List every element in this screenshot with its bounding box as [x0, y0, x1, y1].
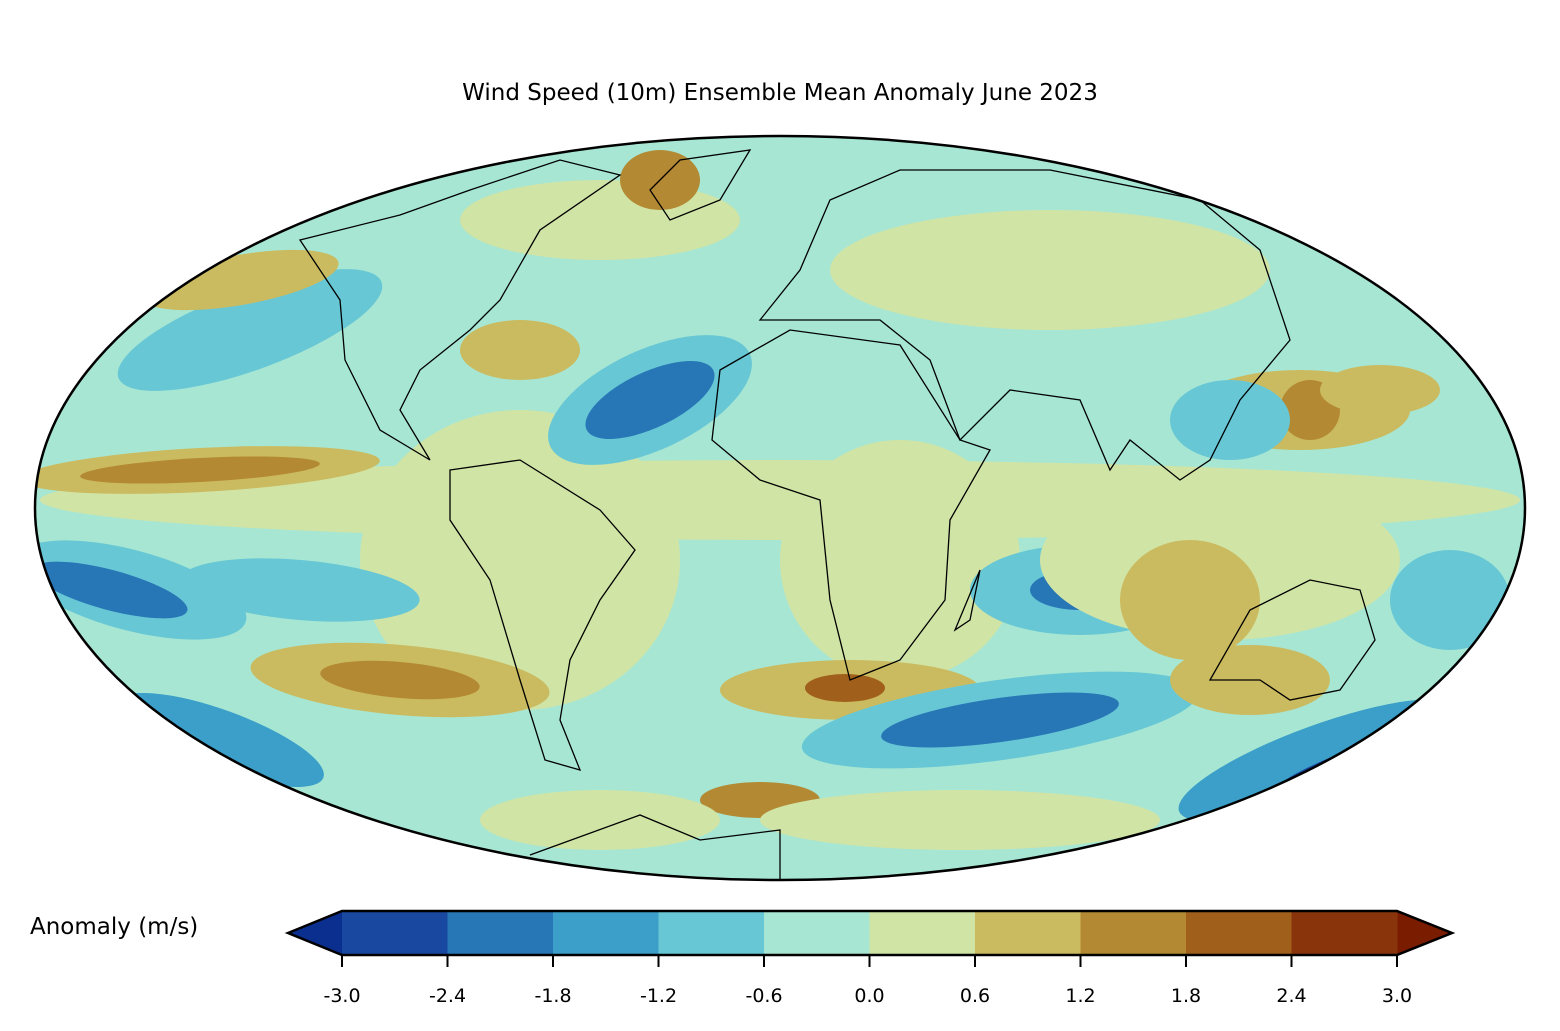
coastline-madagascar: [953, 569, 981, 632]
colorbar-tick-label: -1.8: [534, 985, 572, 1007]
anomaly-contour: [117, 269, 383, 391]
colorbar-segment: [553, 911, 659, 955]
colorbar-tick-label: 3.0: [1381, 985, 1413, 1007]
anomaly-contour: [360, 410, 680, 710]
colorbar-label: Anomaly (m/s): [30, 914, 199, 940]
anomaly-contour: [460, 320, 580, 380]
coastline-north-america: [298, 159, 622, 461]
anomaly-contour: [460, 180, 740, 260]
anomaly-contour: [805, 674, 885, 702]
colorbar-tick-label: -0.6: [745, 985, 783, 1007]
colorbar-tick-label: -1.2: [639, 985, 678, 1007]
colorbar-segment: [1080, 911, 1187, 955]
colorbar-under-extension: [288, 911, 342, 955]
colorbar-over-extension: [1397, 911, 1452, 955]
anomaly-contour: [780, 440, 1020, 680]
anomaly-contour: [480, 790, 720, 850]
anomaly-contour: [116, 692, 324, 788]
colorbar-segment: [1291, 911, 1398, 955]
coastline-eurasia: [758, 169, 1291, 481]
colorbar-tick-label: -3.0: [323, 985, 361, 1007]
coastline-australia: [1208, 579, 1376, 701]
colorbar-tick-label: -2.4: [428, 985, 467, 1007]
colorbar-segment: [869, 911, 976, 955]
anomaly-contour: [760, 790, 1160, 850]
anomaly-contour: [1320, 365, 1440, 415]
map-title: Wind Speed (10m) Ensemble Mean Anomaly J…: [462, 80, 1098, 106]
anomaly-contour: [881, 692, 1119, 748]
anomaly-contour: [141, 249, 339, 311]
colorbar-segment: [975, 911, 1081, 955]
colorbar-tick-label: 2.4: [1276, 985, 1307, 1007]
colorbar-segment: [1186, 911, 1292, 955]
anomaly-contour: [35, 561, 188, 619]
coastline-greenland: [649, 149, 752, 221]
coastlines: [298, 149, 1376, 880]
colorbar-segment: [342, 911, 448, 955]
coastline-south-america: [449, 459, 636, 771]
map-boundary: [33, 134, 1527, 882]
colorbar: [284, 909, 1456, 967]
coastline-africa: [711, 329, 991, 681]
anomaly-field: [35, 136, 1525, 880]
anomaly-contour: [1120, 540, 1260, 660]
colorbar-segment: [764, 911, 870, 955]
anomaly-contour: [180, 558, 420, 622]
anomaly-contour: [585, 361, 715, 439]
anomaly-contour: [830, 210, 1270, 330]
colorbar-tick-label: 1.2: [1065, 985, 1096, 1007]
anomaly-contour: [1390, 550, 1510, 650]
colorbar-segment: [447, 911, 554, 955]
coastline-antarctica: [529, 814, 781, 880]
colorbar-segment: [658, 911, 765, 955]
colorbar-tick-label: 1.8: [1170, 985, 1202, 1007]
colorbar-tick-label: 0.6: [959, 985, 991, 1007]
anomaly-contour: [320, 660, 480, 700]
anomaly-contour: [80, 456, 320, 484]
colorbar-tick-label: 0.0: [854, 985, 885, 1007]
